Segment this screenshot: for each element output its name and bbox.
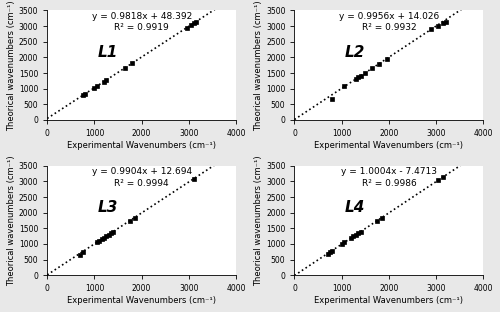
X-axis label: Experimental Wavenumbers (cm⁻¹): Experimental Wavenumbers (cm⁻¹)	[67, 141, 216, 150]
Y-axis label: Theorical wavenumbers (cm⁻¹): Theorical wavenumbers (cm⁻¹)	[254, 155, 263, 286]
X-axis label: Experimental Wavenumbers (cm⁻¹): Experimental Wavenumbers (cm⁻¹)	[67, 296, 216, 305]
Text: y = 0.9818x + 48.392
R² = 0.9919: y = 0.9818x + 48.392 R² = 0.9919	[92, 12, 192, 32]
Text: y = 0.9904x + 12.694
R² = 0.9994: y = 0.9904x + 12.694 R² = 0.9994	[92, 167, 192, 188]
Text: L2: L2	[344, 45, 365, 60]
X-axis label: Experimental Wavenumbers (cm⁻¹): Experimental Wavenumbers (cm⁻¹)	[314, 296, 464, 305]
Y-axis label: Theorical wavenumbers (cm⁻¹): Theorical wavenumbers (cm⁻¹)	[7, 155, 16, 286]
X-axis label: Experimental Wavenumbers (cm⁻¹): Experimental Wavenumbers (cm⁻¹)	[314, 141, 464, 150]
Text: y = 0.9956x + 14.026
R² = 0.9932: y = 0.9956x + 14.026 R² = 0.9932	[339, 12, 439, 32]
Text: L1: L1	[98, 45, 118, 60]
Text: y = 1.0004x - 7.4713
R² = 0.9986: y = 1.0004x - 7.4713 R² = 0.9986	[341, 167, 437, 188]
Y-axis label: Theorical wavenumbers (cm⁻¹): Theorical wavenumbers (cm⁻¹)	[7, 0, 16, 130]
Text: L3: L3	[98, 200, 118, 215]
Y-axis label: Theorical wavenumbers (cm⁻¹): Theorical wavenumbers (cm⁻¹)	[254, 0, 263, 130]
Text: L4: L4	[344, 200, 365, 215]
